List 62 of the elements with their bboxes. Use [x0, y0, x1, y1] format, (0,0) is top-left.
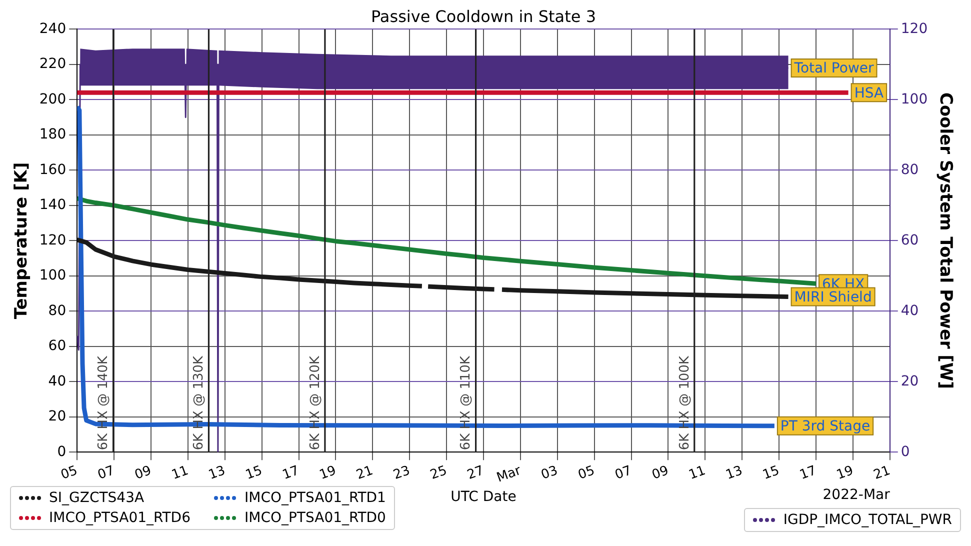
- x-tick-label: 13: [724, 463, 745, 484]
- y2-axis-title: Cooler System Total Power [W]: [935, 92, 956, 389]
- x-tick-label: 11: [170, 463, 190, 484]
- x-tick-label: 05: [576, 463, 597, 484]
- text: 2022-Mar: [822, 486, 890, 503]
- y-tick-label: 140: [39, 197, 66, 214]
- x-tick-label: 15: [760, 463, 782, 484]
- legend-label: IMCO_PTSA01_RTD0: [244, 510, 386, 526]
- y-tick-label: 100: [39, 268, 66, 284]
- ref-line-label: 6K HX @ 140K: [96, 355, 112, 450]
- legend-label: IGDP_IMCO_TOTAL_PWR: [783, 512, 952, 528]
- y-tick-label: 160: [39, 162, 66, 178]
- x-tick-label: 07: [613, 463, 634, 484]
- y2-tick-label: 80: [900, 162, 919, 178]
- legend-label: IMCO_PTSA01_RTD6: [49, 510, 190, 526]
- legend-label: SI_GZCTS43A: [49, 490, 144, 506]
- y-tick-label: 60: [48, 338, 66, 354]
- annotation: PT 3rd Stage: [780, 418, 870, 435]
- annotation: MIRI Shield: [794, 289, 872, 306]
- x-tick-label: 21: [354, 463, 376, 484]
- y-tick-label: 0: [57, 444, 66, 460]
- y-tick-label: 120: [39, 232, 66, 248]
- y-axis-title: Temperature [K]: [12, 162, 32, 320]
- y-tick-label: 180: [39, 126, 66, 143]
- y-tick-label: 20: [48, 408, 66, 425]
- x-tick-label: 23: [391, 463, 412, 484]
- y-tick-label: 40: [48, 373, 66, 390]
- y2-tick-label: 40: [900, 302, 919, 319]
- y-tick-label: 220: [39, 56, 66, 72]
- x-tick-label: 07: [96, 463, 117, 484]
- y2-tick-label: 60: [900, 232, 919, 248]
- x-tick-label: 19: [834, 463, 856, 484]
- y2-tick-label: 0: [900, 444, 910, 460]
- x-tick-label: 11: [687, 463, 708, 484]
- x-tick-label: 09: [650, 463, 671, 484]
- chart-title: Passive Cooldown in State 3: [371, 6, 596, 26]
- y2-tick-label: 100: [900, 91, 928, 108]
- legend-label: IMCO_PTSA01_RTD1: [244, 490, 386, 506]
- x-tick-label: 15: [244, 463, 264, 484]
- x-tick-label: 13: [206, 463, 228, 484]
- ref-line-label: 6K HX @ 130K: [192, 355, 207, 450]
- x-tick-label: 27: [465, 463, 486, 484]
- annotation: Total Power: [793, 60, 874, 77]
- y-tick-label: 240: [39, 20, 66, 37]
- y-tick-label: 200: [39, 91, 66, 108]
- ref-line-label: 6K HX @ 100K: [677, 355, 692, 450]
- x-tick-label: 25: [428, 463, 450, 484]
- x-tick-label: 09: [132, 463, 154, 484]
- x-axis-title: UTC Date: [450, 489, 516, 506]
- ref-line-label: 6K HX @ 110K: [458, 355, 474, 450]
- x-tick-label: 17: [798, 463, 819, 484]
- x-tick-label: 17: [280, 463, 302, 484]
- annotation: HSA: [854, 85, 884, 102]
- y-tick-label: 80: [48, 302, 66, 319]
- x-tick-label: 03: [539, 463, 560, 484]
- y2-tick-label: 120: [900, 20, 928, 37]
- x-tick-label: 21: [872, 463, 892, 484]
- x-tick-label: 19: [318, 463, 338, 484]
- y2-tick-label: 20: [900, 373, 919, 390]
- x-tick-label: 05: [58, 463, 80, 484]
- x-tick-label: Mar: [494, 463, 524, 486]
- ref-line-label: 6K HX @ 120K: [308, 355, 323, 450]
